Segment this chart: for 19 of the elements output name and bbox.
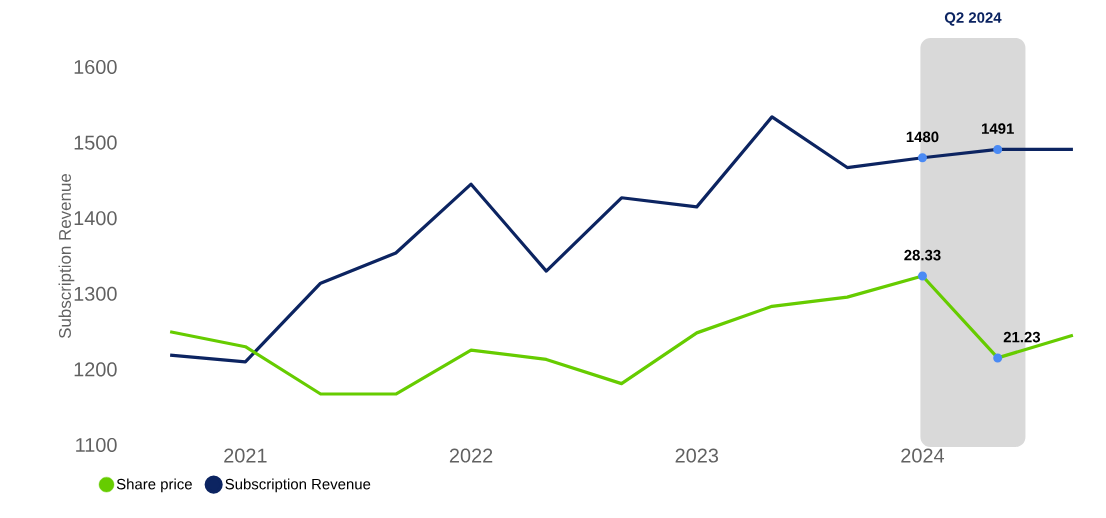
data-label: 21.23 bbox=[1003, 331, 1041, 343]
x-tick-label: 2023 bbox=[675, 448, 719, 463]
data-label: 1491 bbox=[982, 123, 1014, 134]
y-tick-label: 1400 bbox=[74, 211, 117, 226]
data-label: 1480 bbox=[906, 131, 939, 143]
y-axis-title: Subscription Revenue bbox=[58, 173, 75, 339]
x-tick-label: 2021 bbox=[224, 448, 267, 463]
text: Q2 2024 bbox=[944, 12, 1002, 26]
y-tick-label: 1200 bbox=[74, 362, 117, 377]
legend-label: Subscription Revenue bbox=[225, 478, 371, 493]
data-label: 28.33 bbox=[904, 249, 941, 261]
x-tick-label: 2022 bbox=[449, 448, 493, 463]
y-tick-label: 1100 bbox=[76, 437, 117, 453]
y-tick-label: 1500 bbox=[74, 135, 117, 150]
line-series bbox=[168, 115, 1075, 364]
y-tick-label: 1300 bbox=[74, 286, 117, 301]
x-tick-label: 2024 bbox=[901, 448, 945, 463]
y-tick-label: 1600 bbox=[74, 59, 117, 75]
legend-label: Share price bbox=[116, 478, 192, 493]
